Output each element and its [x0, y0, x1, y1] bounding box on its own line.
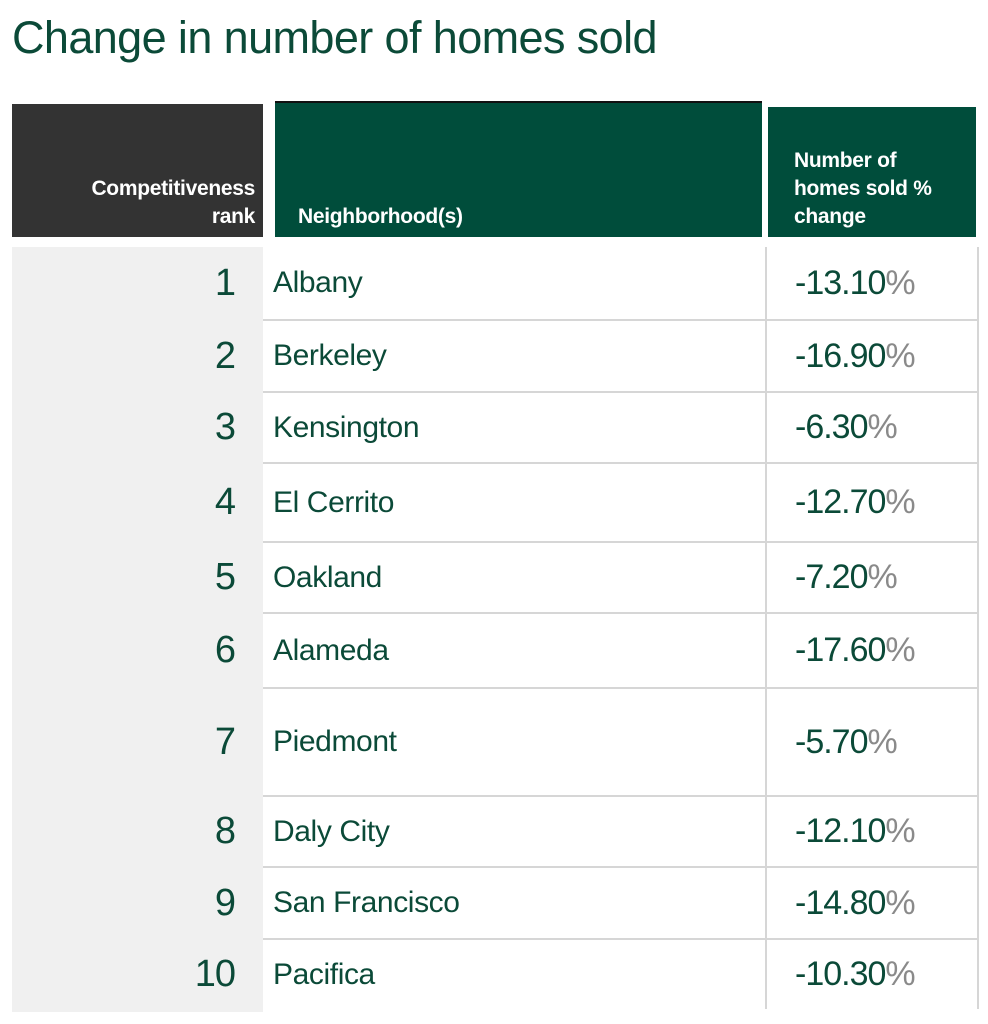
rank-cell: 2: [214, 334, 236, 377]
change-value: -7.20: [795, 558, 868, 596]
change-cell: -13.10%: [765, 247, 979, 319]
neighborhood-cell: El Cerrito: [273, 485, 395, 519]
change-value: -6.30: [795, 408, 868, 446]
header-change: Number of homes sold % change: [768, 107, 976, 237]
neighborhood-cell: Piedmont: [273, 725, 397, 758]
rank-cell: 6: [214, 629, 236, 671]
header-neighborhood-label: Neighborhood(s): [298, 205, 463, 228]
change-value: -10.30: [795, 955, 886, 993]
percent-sign: %: [867, 722, 898, 761]
neighborhood-cell: Alameda: [273, 633, 389, 667]
percent-sign: %: [885, 955, 915, 993]
percent-sign: %: [885, 883, 915, 922]
percent-sign: %: [867, 408, 898, 446]
table-row: 7 Piedmont -5.70%: [215, 689, 979, 797]
change-cell: -7.20%: [765, 543, 979, 612]
table-row: 9 San Francisco -14.80%: [215, 868, 979, 940]
neighborhood-cell: Berkeley: [273, 339, 387, 372]
rank-cell: 5: [214, 556, 236, 598]
percent-sign: %: [885, 631, 915, 669]
change-cell: -6.30%: [765, 393, 979, 462]
percent-sign: %: [867, 558, 898, 596]
change-value: -5.70: [795, 722, 868, 761]
change-cell: -12.10%: [765, 797, 979, 866]
table-row: 10 Pacifica -10.30%: [195, 940, 979, 1009]
change-value: -13.10: [795, 263, 886, 302]
percent-sign: %: [885, 336, 915, 375]
change-value: -14.80: [795, 883, 886, 922]
neighborhood-cell: Pacifica: [273, 957, 375, 991]
rank-cell: 3: [214, 406, 236, 448]
header-change-line-3: change: [794, 205, 866, 228]
change-cell: -12.70%: [765, 464, 979, 541]
change-cell: -5.70%: [765, 689, 979, 795]
header-rank: Competitiveness rank: [12, 104, 263, 237]
change-cell: -17.60%: [765, 614, 979, 687]
rank-cell: 1: [214, 261, 236, 304]
change-value: -17.60: [795, 631, 886, 669]
neighborhood-cell: Albany: [273, 266, 363, 299]
rank-cell: 10: [194, 953, 236, 995]
percent-sign: %: [885, 263, 915, 302]
rank-cell: 8: [214, 810, 236, 852]
table-row: 5 Oakland -7.20%: [215, 543, 979, 614]
neighborhood-cell: Daly City: [273, 814, 390, 848]
table-body: 1 Albany -13.10% 2 Berkeley -16.90% 3 Kensingto…: [195, 247, 979, 1009]
chart-title: Change in number of homes sold: [12, 12, 658, 63]
change-cell: -10.30%: [765, 940, 979, 1009]
rank-cell: 7: [214, 720, 236, 763]
neighborhood-cell: Oakland: [273, 560, 382, 594]
rank-cell: 9: [214, 881, 236, 924]
percent-sign: %: [885, 812, 915, 850]
rank-column-background: [12, 247, 263, 1012]
table-row: 2 Berkeley -16.90%: [215, 321, 979, 393]
change-cell: -16.90%: [765, 321, 979, 391]
percent-sign: %: [885, 483, 915, 521]
header-change-line-1: Number of: [794, 149, 897, 172]
change-value: -16.90: [795, 336, 886, 375]
header-change-line-2: homes sold %: [794, 177, 932, 200]
header-rank-line-1: Competitiveness: [91, 177, 255, 200]
table-row: 1 Albany -13.10%: [215, 247, 979, 321]
change-cell: -14.80%: [765, 868, 979, 938]
table-row: 6 Alameda -17.60%: [215, 614, 979, 689]
change-value: -12.70: [795, 483, 886, 521]
neighborhood-cell: San Francisco: [273, 886, 460, 919]
table-row: 8 Daly City -12.10%: [215, 797, 979, 868]
header-neighborhood: Neighborhood(s): [275, 101, 762, 237]
rank-cell: 4: [214, 481, 236, 523]
header-rank-line-2: rank: [211, 205, 255, 228]
change-value: -12.10: [795, 812, 886, 850]
table-row: 3 Kensington -6.30%: [215, 393, 979, 464]
table-row: 4 El Cerrito -12.70%: [215, 464, 979, 543]
neighborhood-cell: Kensington: [273, 410, 420, 444]
